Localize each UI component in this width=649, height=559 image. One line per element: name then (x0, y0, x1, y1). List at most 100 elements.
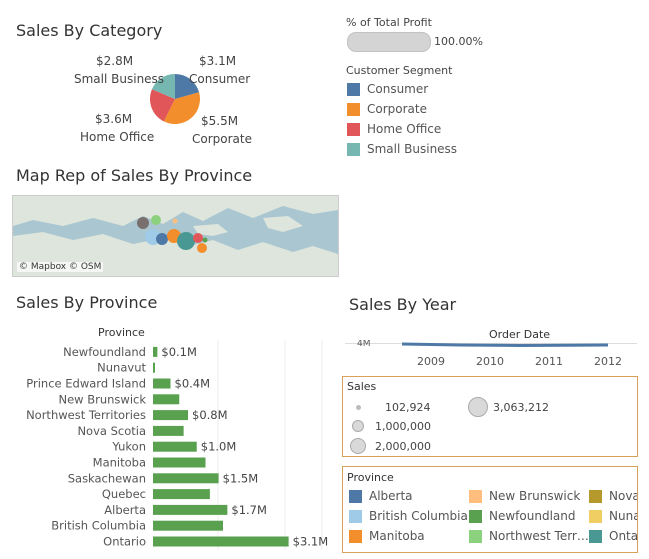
year-y-tick: 4M (357, 340, 371, 347)
year-tick-2010: 2010 (476, 355, 504, 368)
sales-legend-title: Sales (347, 380, 377, 393)
newfoundland-swatch (469, 510, 482, 523)
nuna-swatch (589, 510, 602, 523)
province-bar-ontario[interactable] (153, 536, 289, 547)
pie-slice-home-office[interactable] (150, 89, 175, 122)
province-tick-northwest-territories: Northwest Territories (26, 408, 146, 422)
map-attribution[interactable]: © Mapbox © OSM (17, 262, 104, 272)
manitoba-swatch (349, 530, 362, 543)
onta-swatch (589, 530, 602, 543)
province-legend-label: Onta (609, 529, 638, 543)
nova-swatch (589, 490, 602, 503)
size-marker-small (356, 405, 361, 410)
segment-legend-label: Corporate (367, 102, 427, 116)
province-bar-new-brunswick[interactable] (153, 394, 180, 405)
province-bar-manitoba[interactable] (153, 457, 206, 468)
province-legend-label: New Brunswick (489, 489, 581, 503)
sales-size-legend[interactable]: Sales 102,924 3,063,212 1,000,000 2,000,… (342, 376, 638, 457)
size-marker-2m (350, 438, 366, 454)
pie-label-small-business-name: Small Business (74, 72, 165, 86)
province-tick-quebec: Quebec (102, 487, 146, 501)
province-data-label-newfoundland: $0.1M (161, 345, 197, 359)
province-bar-alberta[interactable] (153, 504, 228, 515)
northwest-territories-swatch (469, 530, 482, 543)
province-bar-quebec[interactable] (153, 489, 210, 500)
pie-label-corporate-value: $5.5M (201, 114, 239, 128)
province-bar-nunavut[interactable] (153, 362, 155, 373)
province-tick-nova-scotia: Nova Scotia (77, 424, 146, 438)
province-tick-prince-edward-island: Prince Edward Island (26, 377, 146, 391)
corporate-swatch (347, 103, 360, 116)
year-tick-2011: 2011 (535, 355, 563, 368)
province-bar-northwest-territories[interactable] (153, 410, 188, 421)
province-legend-label: British Columbia (369, 509, 468, 523)
pie-label-home-office-value: $3.6M (95, 112, 133, 126)
map-title: Map Rep of Sales By Province (16, 166, 253, 185)
order-date-header: Order Date (489, 328, 551, 341)
province-tick-alberta: Alberta (104, 503, 146, 517)
province-legend-title: Province (347, 471, 394, 484)
year-axis-rule (345, 343, 637, 344)
profit-bar[interactable] (347, 32, 431, 52)
pie-slice-consumer[interactable] (175, 74, 200, 99)
pie-label-home-office-name: Home Office (80, 130, 155, 144)
province-bar-saskachewan[interactable] (153, 473, 219, 484)
province-tick-manitoba: Manitoba (93, 456, 146, 470)
size-marker-1m (352, 420, 364, 432)
category-pie-chart[interactable] (140, 64, 210, 134)
sales-by-year-line[interactable] (400, 340, 620, 350)
sales-legend-item: 1,000,000 (375, 420, 431, 433)
year-tick-2012: 2012 (594, 355, 622, 368)
province-bar-yukon[interactable] (153, 441, 197, 452)
segment-legend-label: Home Office (367, 122, 442, 136)
british-columbia-swatch (349, 510, 362, 523)
province-tick-nunavut: Nunavut (97, 361, 146, 375)
pie-label-corporate-name: Corporate (192, 132, 252, 146)
small-business-swatch (347, 143, 360, 156)
home-office-swatch (347, 123, 360, 136)
province-bar-nova-scotia[interactable] (153, 425, 184, 436)
province-bar-prince-edward-island[interactable] (153, 378, 171, 389)
segment-legend-label: Consumer (367, 82, 429, 96)
alberta-swatch (349, 490, 362, 503)
pie-slice-small-business[interactable] (151, 74, 175, 99)
sales-map[interactable]: © Mapbox © OSM (12, 195, 339, 277)
province-bar-british-columbia[interactable] (153, 520, 223, 531)
province-tick-newfoundland: Newfoundland (63, 345, 146, 359)
province-legend-label: Nova (609, 489, 638, 503)
sales-legend-item: 2,000,000 (375, 440, 431, 453)
province-legend-label: Nuna (609, 509, 638, 523)
year-tick-2009: 2009 (417, 355, 445, 368)
sales-by-province-title: Sales By Province (16, 293, 158, 312)
pie-label-consumer-name: Consumer (189, 72, 251, 86)
profit-title: % of Total Profit (346, 16, 432, 29)
province-bar-newfoundland[interactable] (153, 346, 158, 357)
segment-legend-label: Small Business (367, 142, 458, 156)
segment-legend-title: Customer Segment (346, 64, 453, 77)
profit-value: 100.00% (434, 35, 483, 48)
pie-label-small-business-value: $2.8M (96, 54, 134, 68)
province-legend-label: Newfoundland (489, 509, 576, 523)
sales-legend-item: 102,924 (385, 401, 431, 414)
province-bar-chart[interactable]: Newfoundland $0.1M Nunavut Prince Edward Is… (0, 340, 340, 552)
province-legend-label: Alberta (369, 489, 413, 503)
province-tick-saskachewan: Saskachewan (68, 471, 146, 485)
pie-slice-corporate[interactable] (163, 92, 200, 124)
province-data-label-alberta: $1.7M (231, 503, 267, 517)
province-legend-label: Northwest Terr… (489, 529, 589, 543)
province-data-label-saskachewan: $1.5M (223, 471, 259, 485)
province-tick-new-brunswick: New Brunswick (58, 392, 146, 406)
province-tick-british-columbia: British Columbia (51, 519, 146, 533)
new-brunswick-swatch (469, 490, 482, 503)
province-legend[interactable]: Province Alberta New Brunswick Nova Brit… (342, 466, 638, 553)
sales-legend-item: 3,063,212 (493, 401, 549, 414)
province-tick-yukon: Yukon (111, 440, 146, 454)
sales-by-category-title: Sales By Category (16, 21, 163, 40)
province-data-label-yukon: $1.0M (201, 440, 237, 454)
size-marker-max (468, 397, 488, 417)
province-legend-label: Manitoba (369, 529, 425, 543)
consumer-swatch (347, 83, 360, 96)
province-tick-ontario: Ontario (103, 535, 146, 549)
sales-by-year-title: Sales By Year (349, 295, 457, 314)
pie-label-consumer-value: $3.1M (199, 54, 237, 68)
